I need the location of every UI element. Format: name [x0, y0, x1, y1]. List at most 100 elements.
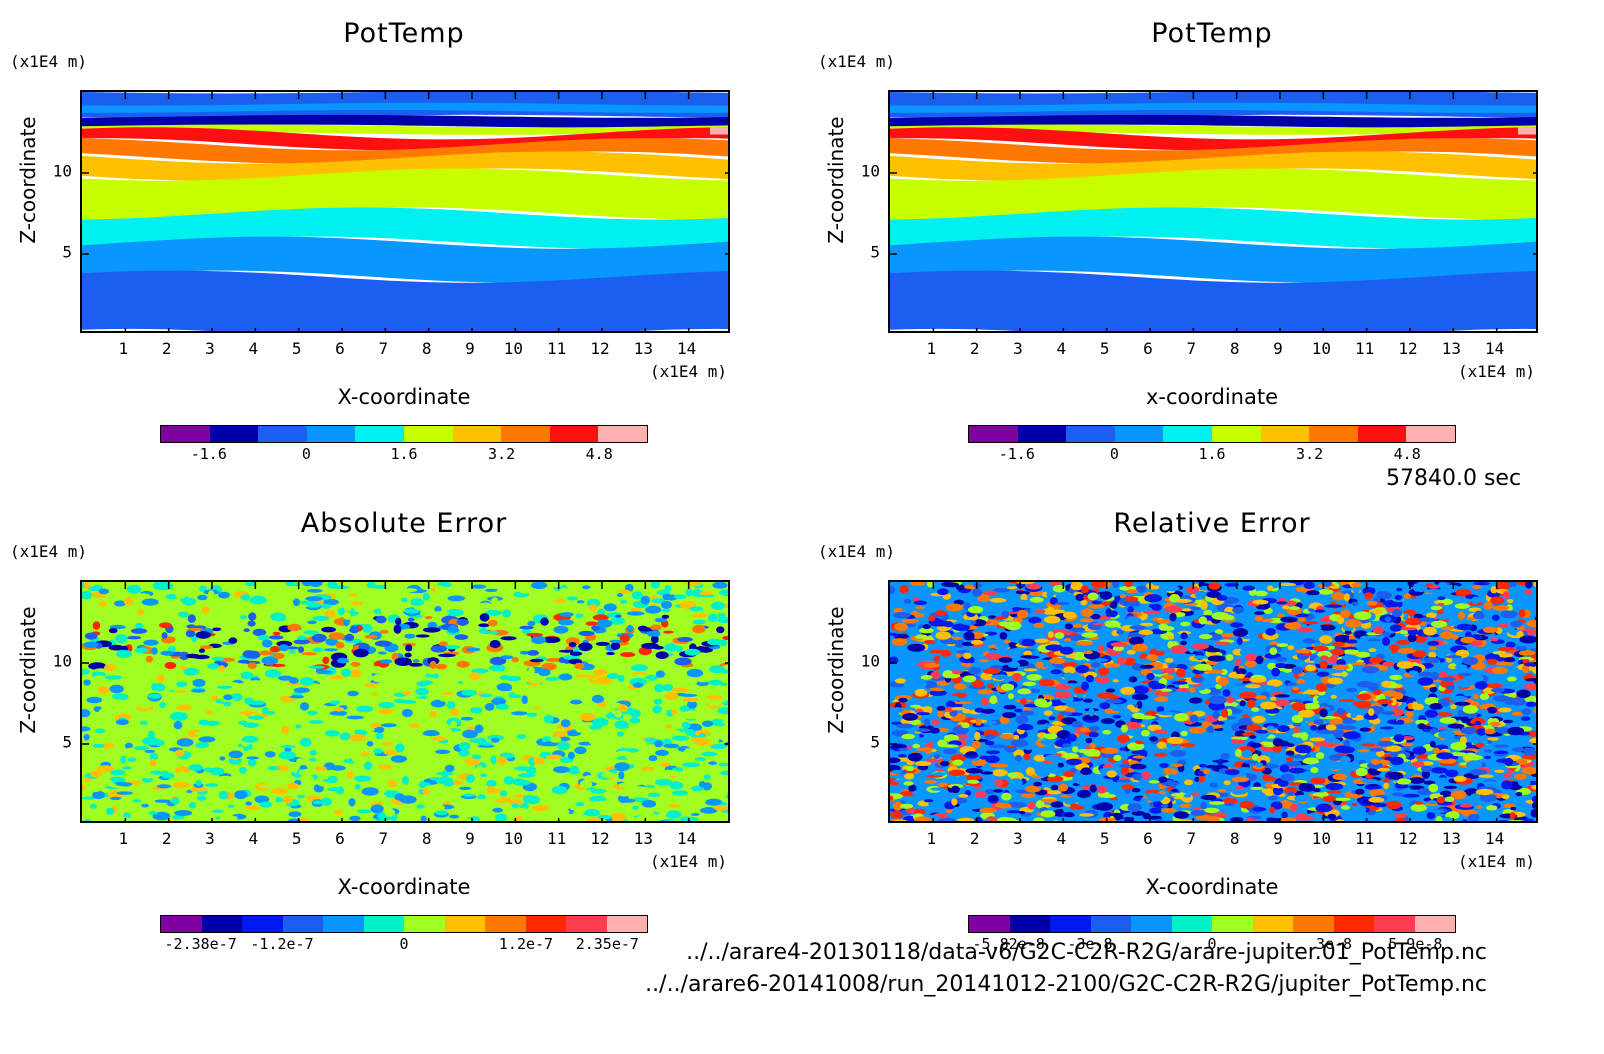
colorbar-swatch	[209, 426, 259, 442]
field-cell	[220, 698, 236, 702]
field-cell	[1024, 785, 1042, 793]
field-cell	[212, 711, 224, 716]
field-cell	[1423, 626, 1437, 636]
field-cell	[1533, 582, 1536, 588]
field-cell	[1319, 708, 1328, 718]
field-cell	[1058, 783, 1068, 792]
field-cell	[1440, 626, 1455, 631]
field-cell	[454, 634, 469, 640]
field-cell	[1160, 711, 1178, 716]
field-cell	[924, 681, 937, 687]
field-cell	[216, 781, 233, 789]
field-cell	[109, 684, 124, 694]
field-cell	[484, 588, 498, 592]
field-cell	[1263, 741, 1276, 748]
field-cell	[110, 769, 126, 776]
field-cell	[1127, 606, 1134, 613]
field-cell	[178, 611, 189, 618]
field-cell	[620, 599, 628, 604]
field-cell	[641, 779, 653, 784]
field-cell	[1125, 721, 1142, 730]
field-cell	[1396, 661, 1415, 669]
field-cell	[124, 801, 140, 809]
field-cell	[382, 690, 392, 699]
field-cell	[576, 600, 585, 604]
field-cell	[963, 631, 975, 641]
field-cell	[208, 590, 215, 598]
field-cell	[1476, 728, 1487, 736]
field-cell	[327, 582, 338, 589]
colorbar-tick-label: -1.6	[190, 445, 227, 463]
field-cell	[707, 613, 718, 623]
field-cell	[1255, 729, 1268, 734]
field-cell	[1395, 640, 1411, 645]
field-cell	[1200, 802, 1207, 811]
field-cell	[408, 662, 423, 667]
field-cell	[1345, 687, 1358, 693]
field-cell	[1244, 653, 1258, 662]
field-cell	[1043, 733, 1058, 740]
field-cell	[1035, 661, 1044, 669]
field-cell	[1203, 768, 1211, 775]
field-cell	[243, 722, 260, 728]
field-cell	[699, 807, 718, 814]
field-cell	[82, 591, 93, 600]
field-cell	[1239, 800, 1254, 809]
contour-band	[82, 236, 728, 283]
field-cell	[1144, 594, 1162, 603]
field-cell	[982, 668, 1001, 675]
field-cell	[1034, 724, 1052, 728]
field-cell	[1033, 817, 1045, 821]
field-cell	[551, 785, 568, 795]
field-cell	[288, 650, 296, 654]
field-cell	[632, 682, 644, 688]
field-cell	[326, 741, 337, 747]
chart-title: Relative Error	[1113, 508, 1311, 539]
field-cell	[86, 696, 102, 704]
field-cell	[1158, 650, 1165, 656]
field-cell	[1475, 805, 1483, 809]
field-cell	[497, 756, 507, 766]
field-cell	[558, 619, 574, 626]
field-cell	[278, 644, 290, 652]
field-cell	[578, 642, 593, 652]
colorbar-swatch	[598, 426, 647, 442]
colorbar-tick-label: -1.2e-7	[250, 935, 314, 953]
field-cell	[154, 683, 166, 692]
field-cell	[917, 764, 929, 771]
field-cell	[1243, 760, 1258, 764]
field-cell	[149, 752, 159, 761]
field-cell	[1525, 582, 1533, 589]
field-cell	[300, 600, 310, 605]
field-cell	[1355, 788, 1365, 795]
field-cell	[1356, 651, 1370, 658]
field-cell	[923, 780, 937, 784]
field-cell	[1515, 792, 1523, 797]
y-tick-label: 10	[52, 651, 72, 671]
field-cell	[459, 760, 467, 770]
field-cell	[1098, 817, 1117, 821]
field-cell	[1317, 729, 1335, 735]
field-cell	[346, 715, 365, 720]
field-cell	[514, 815, 523, 821]
field-cell	[631, 671, 647, 675]
field-cell	[1146, 654, 1159, 662]
field-cell	[266, 808, 282, 815]
field-cell	[1211, 612, 1230, 620]
field-cell	[1176, 668, 1186, 678]
field-cell	[1284, 621, 1302, 630]
field-cell	[1080, 585, 1090, 594]
field-cell	[666, 810, 682, 819]
field-cell	[246, 756, 259, 760]
field-cell	[645, 784, 655, 789]
field-cell	[1043, 710, 1053, 716]
field-cell	[370, 804, 384, 814]
field-cell	[1504, 757, 1514, 767]
field-cell	[1083, 820, 1098, 821]
field-cell	[197, 795, 207, 801]
field-cell	[437, 727, 452, 734]
field-cell	[1297, 617, 1307, 622]
contour-band	[82, 127, 728, 151]
field-cell	[1052, 820, 1059, 821]
field-cell	[405, 644, 413, 652]
